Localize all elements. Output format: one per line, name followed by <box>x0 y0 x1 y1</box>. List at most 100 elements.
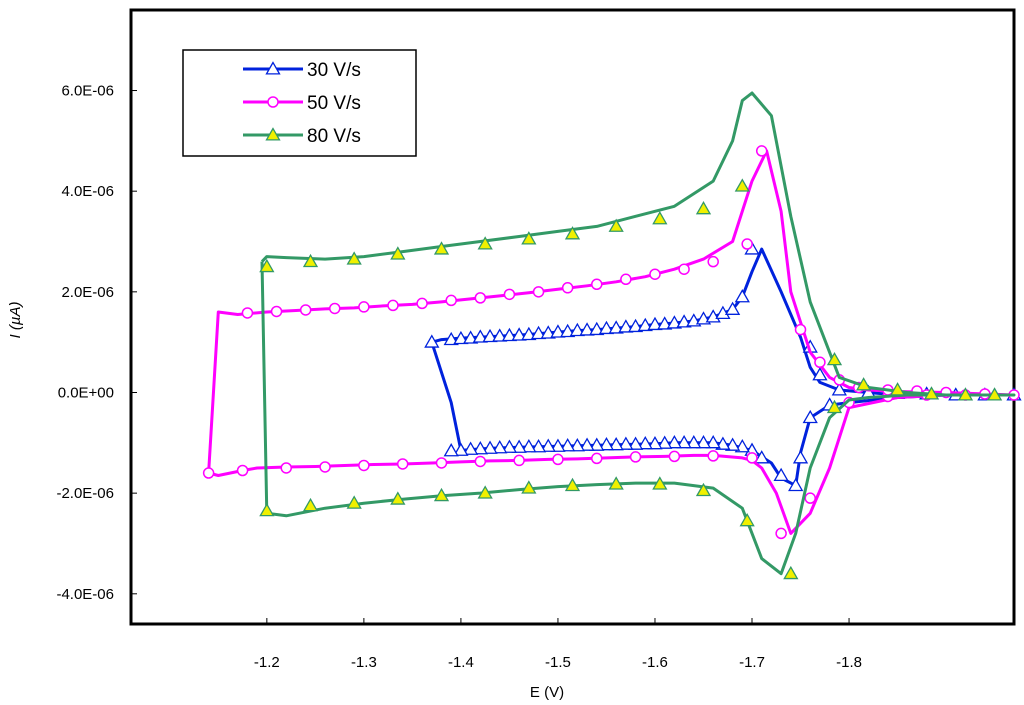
data-point <box>724 301 741 315</box>
x-tick-label: -1.4 <box>448 654 474 671</box>
data-point <box>608 218 624 232</box>
data-point <box>474 292 487 304</box>
data-point <box>686 435 702 449</box>
data-point <box>707 450 719 462</box>
data-point <box>618 436 634 450</box>
data-point <box>259 258 275 273</box>
y-tick-label: 0.0E+00 <box>58 384 114 401</box>
data-point <box>598 320 615 335</box>
data-point <box>637 436 653 450</box>
data-point <box>627 318 644 333</box>
series-1 <box>424 241 1022 492</box>
data-point <box>501 327 518 342</box>
data-point <box>435 457 448 469</box>
data-point <box>530 439 547 453</box>
y-tick-label: 2.0E-06 <box>61 284 114 301</box>
data-point <box>657 435 673 449</box>
data-point <box>657 316 673 330</box>
data-point <box>564 477 581 492</box>
y-tick-label: 6.0E-06 <box>61 83 114 100</box>
data-point <box>627 436 644 450</box>
legend-label: 50 V/s <box>307 93 361 114</box>
data-point <box>814 356 826 369</box>
data-point <box>652 211 668 225</box>
data-point <box>783 565 799 580</box>
legend-item-1: 30 V/s <box>243 60 361 81</box>
data-point <box>462 441 479 455</box>
data-point <box>775 527 787 540</box>
data-point <box>424 334 440 348</box>
data-point <box>666 435 683 449</box>
data-point <box>739 513 755 527</box>
x-tick-label: -1.2 <box>254 654 280 671</box>
data-point <box>741 238 753 250</box>
data-point <box>755 145 768 157</box>
data-point <box>492 440 508 454</box>
data-point <box>802 409 818 424</box>
data-point <box>443 331 459 346</box>
data-point <box>678 263 690 275</box>
legend: 30 V/s 50 V/s 80 V/s <box>182 49 417 157</box>
data-point <box>453 442 469 456</box>
data-point <box>579 322 595 336</box>
data-point <box>521 439 537 453</box>
data-point <box>724 437 741 451</box>
y-tick-label: 4.0E-06 <box>61 183 114 200</box>
data-point <box>550 324 566 338</box>
data-point <box>591 278 603 291</box>
data-point <box>855 377 872 391</box>
data-point <box>477 236 493 250</box>
legend-label: 30 V/s <box>307 60 361 81</box>
data-point <box>259 502 275 517</box>
data-point <box>589 437 605 451</box>
legend-marker <box>265 127 281 141</box>
y-tick-label: -2.0E-06 <box>56 485 114 502</box>
data-point <box>618 319 634 333</box>
data-point <box>445 294 457 307</box>
data-point <box>550 438 566 452</box>
data-point <box>511 439 527 453</box>
legend-item-3: 80 V/s <box>243 126 361 147</box>
data-point <box>472 329 488 343</box>
data-point <box>746 452 758 464</box>
legend-items: 30 V/s 50 V/s 80 V/s <box>243 60 361 147</box>
data-point <box>299 304 312 316</box>
data-point <box>462 330 479 344</box>
data-point <box>695 200 712 215</box>
data-point <box>647 436 663 450</box>
data-point <box>707 255 719 268</box>
data-point <box>503 288 516 301</box>
data-point <box>474 455 487 468</box>
data-point <box>501 439 518 453</box>
x-tick-label: -1.8 <box>836 654 862 671</box>
data-point <box>482 440 498 454</box>
data-point <box>715 305 731 320</box>
data-point <box>492 328 508 342</box>
legend-item-2: 50 V/s <box>243 93 361 114</box>
data-point <box>552 453 564 466</box>
data-point <box>826 399 843 414</box>
data-point <box>396 458 409 470</box>
data-point <box>734 289 750 303</box>
data-point <box>826 351 843 366</box>
legend-marker <box>267 96 279 108</box>
series-layer <box>202 91 1022 580</box>
data-point <box>521 480 537 494</box>
data-point <box>513 454 525 467</box>
data-point <box>482 328 498 343</box>
data-point <box>705 309 721 323</box>
data-point <box>986 387 1003 401</box>
data-point <box>608 320 624 334</box>
series-3 <box>259 91 1016 580</box>
data-point <box>649 268 661 280</box>
tick-layer: 6.0E-06 4.0E-06 2.0E-06 0.0E+00 -2.0E-06 -4.0… <box>56 83 862 671</box>
x-tick-label: -1.6 <box>642 654 668 671</box>
data-point <box>812 367 828 381</box>
data-point <box>794 323 807 336</box>
data-point <box>530 325 547 340</box>
data-point <box>521 326 537 341</box>
data-point <box>560 438 576 452</box>
data-point <box>591 452 603 465</box>
data-point <box>390 246 406 260</box>
data-point <box>676 435 692 449</box>
